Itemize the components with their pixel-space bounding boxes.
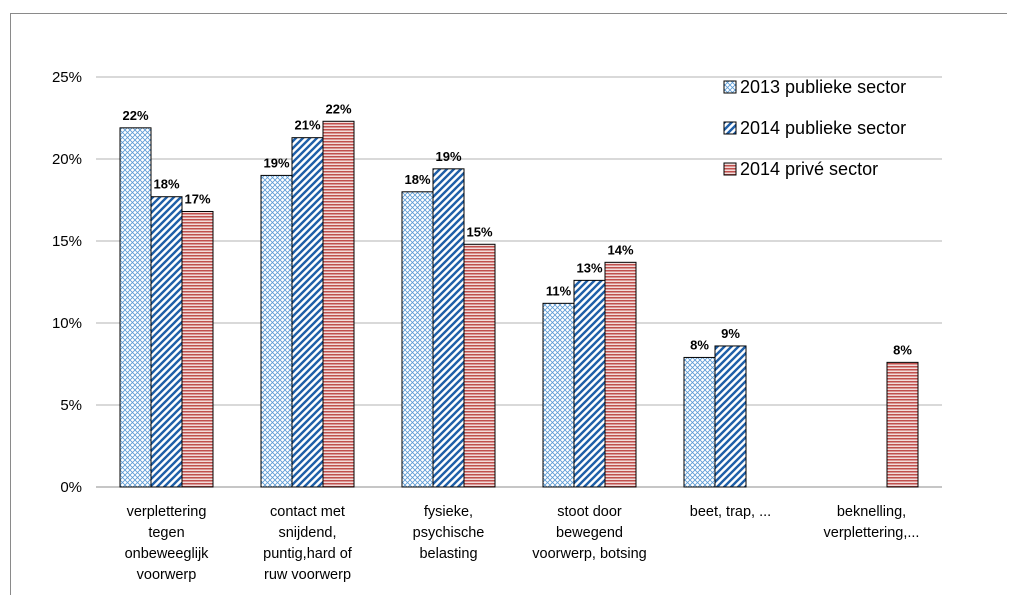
data-label: 11% [546, 283, 572, 298]
bar [291, 137, 324, 488]
y-tick-label: 5% [60, 397, 82, 414]
y-tick-label: 25% [52, 69, 82, 86]
data-label: 19% [263, 155, 289, 170]
data-label: 18% [404, 172, 430, 187]
data-label: 22% [325, 101, 351, 116]
y-tick-label: 10% [52, 315, 82, 332]
bar [463, 243, 496, 488]
bar [260, 174, 293, 488]
legend-swatch [723, 80, 737, 94]
data-label: 15% [466, 224, 492, 239]
y-tick-label: 0% [60, 479, 82, 496]
data-label: 22% [122, 108, 148, 123]
bar [322, 120, 355, 488]
y-tick-label: 15% [52, 233, 82, 250]
data-label: 9% [721, 326, 740, 341]
legend-swatch [723, 121, 737, 135]
bar [604, 261, 637, 488]
bar [714, 345, 747, 488]
y-tick-label: 20% [52, 151, 82, 168]
legend-label: 2013 publieke sector [740, 77, 906, 97]
x-tick-label: beet, trap, ... [690, 504, 771, 520]
x-tick-label: stoot door bewegend voorwerp, botsing [532, 504, 646, 562]
bar [432, 168, 465, 488]
data-label: 8% [690, 337, 709, 352]
bar [573, 279, 606, 488]
x-tick-label: contact met snijdend, puntig,hard of ruw vo… [263, 504, 353, 583]
legend-swatch [723, 162, 737, 176]
bar [542, 302, 575, 488]
x-tick-label: beknelling, verplettering,... [824, 504, 920, 541]
data-label: 17% [184, 191, 210, 206]
bar [886, 361, 919, 488]
data-label: 8% [893, 342, 912, 357]
x-tick-label: fysieke, psychische belasting [413, 504, 485, 562]
legend-label: 2014 privé sector [740, 159, 878, 179]
data-label: 19% [435, 149, 461, 164]
data-label: 13% [576, 260, 602, 275]
data-label: 21% [294, 118, 320, 133]
bar [119, 127, 152, 488]
x-tick-label: verplettering tegen onbeweeglijk voorwerp [125, 504, 210, 583]
data-label: 14% [607, 242, 633, 257]
bar [683, 356, 716, 488]
data-label: 18% [153, 177, 179, 192]
bar [401, 191, 434, 488]
bar [181, 210, 214, 488]
chart-area [10, 13, 1007, 595]
bar [150, 196, 183, 488]
legend-label: 2014 publieke sector [740, 118, 906, 138]
